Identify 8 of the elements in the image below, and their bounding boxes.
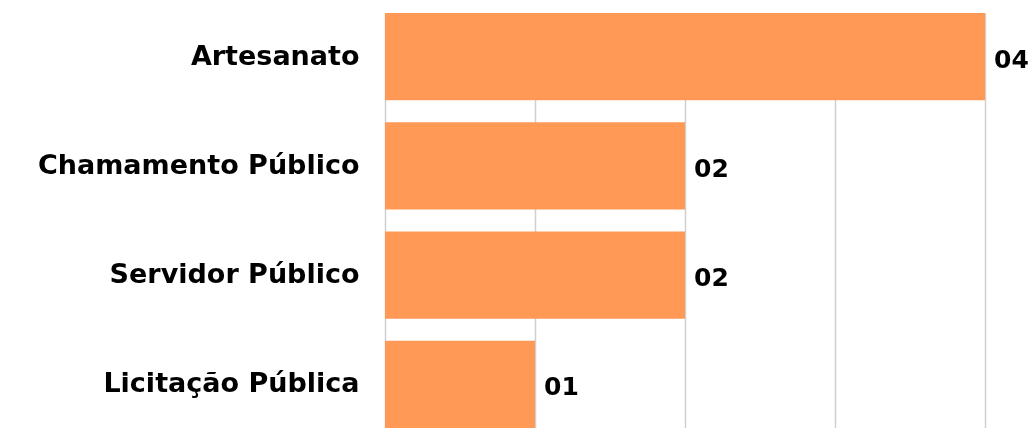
y-tick-label: Chamamento Público — [37, 148, 360, 180]
data-label: 04 — [994, 44, 1029, 74]
y-tick-label: Servidor Público — [109, 258, 360, 290]
data-label: 02 — [694, 153, 729, 183]
y-tick-label: Licitação Pública — [103, 367, 360, 399]
data-label: 02 — [694, 263, 729, 293]
y-tick-label: Artesanato — [190, 39, 360, 71]
data-label: 01 — [544, 372, 579, 402]
